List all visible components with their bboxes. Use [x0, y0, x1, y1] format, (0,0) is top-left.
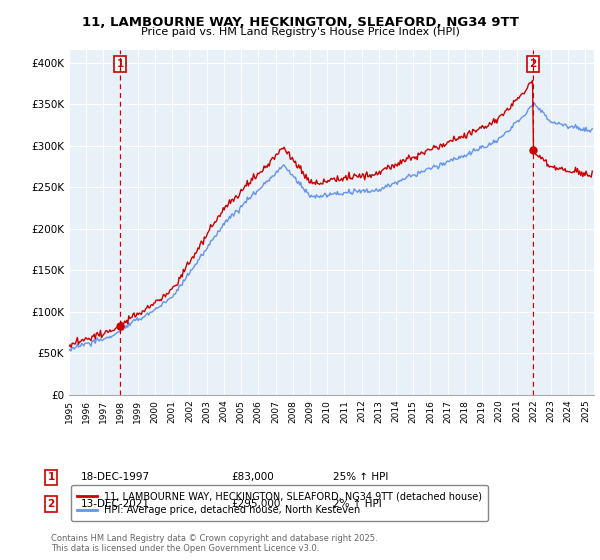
Text: Price paid vs. HM Land Registry's House Price Index (HPI): Price paid vs. HM Land Registry's House …: [140, 27, 460, 37]
Text: £83,000: £83,000: [231, 472, 274, 482]
Text: 1: 1: [116, 59, 124, 69]
Text: 13-DEC-2021: 13-DEC-2021: [81, 499, 150, 509]
Text: 18-DEC-1997: 18-DEC-1997: [81, 472, 150, 482]
Text: 1: 1: [47, 472, 55, 482]
Text: 2% ↑ HPI: 2% ↑ HPI: [333, 499, 382, 509]
Text: 2: 2: [529, 59, 536, 69]
Text: 2: 2: [47, 499, 55, 509]
Text: £295,000: £295,000: [231, 499, 280, 509]
Text: 11, LAMBOURNE WAY, HECKINGTON, SLEAFORD, NG34 9TT: 11, LAMBOURNE WAY, HECKINGTON, SLEAFORD,…: [82, 16, 518, 29]
Text: Contains HM Land Registry data © Crown copyright and database right 2025.
This d: Contains HM Land Registry data © Crown c…: [51, 534, 377, 553]
Legend: 11, LAMBOURNE WAY, HECKINGTON, SLEAFORD, NG34 9TT (detached house), HPI: Average: 11, LAMBOURNE WAY, HECKINGTON, SLEAFORD,…: [71, 486, 488, 521]
Text: 25% ↑ HPI: 25% ↑ HPI: [333, 472, 388, 482]
